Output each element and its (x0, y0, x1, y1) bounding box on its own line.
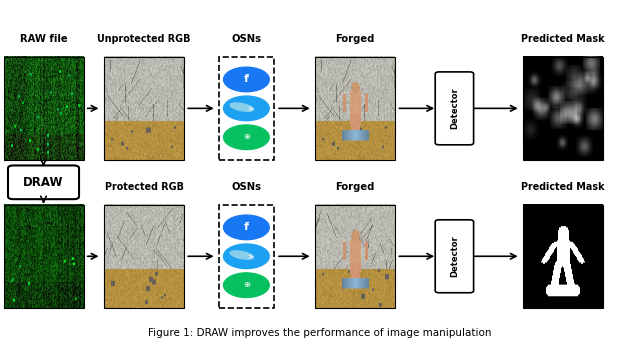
Text: Protected RGB: Protected RGB (104, 182, 184, 192)
Circle shape (229, 99, 264, 118)
Bar (4, 57, 84, 160)
Text: 𝕏: 𝕏 (243, 103, 250, 112)
Circle shape (229, 247, 264, 266)
Circle shape (223, 273, 269, 298)
Ellipse shape (230, 103, 253, 111)
Circle shape (223, 96, 269, 121)
FancyBboxPatch shape (435, 72, 474, 145)
Circle shape (223, 215, 269, 240)
FancyBboxPatch shape (435, 220, 474, 293)
Bar (219, 205, 274, 308)
Text: Forged: Forged (335, 182, 375, 192)
Text: ⊕: ⊕ (243, 132, 250, 141)
Text: OSNs: OSNs (232, 182, 261, 192)
Text: f: f (244, 222, 249, 233)
Bar (104, 57, 184, 160)
Bar (104, 205, 184, 308)
Text: Predicted Mask: Predicted Mask (522, 182, 605, 192)
Bar (524, 205, 604, 308)
Text: Forged: Forged (335, 34, 375, 44)
Text: >: > (247, 255, 253, 260)
Text: >: > (247, 107, 253, 112)
Text: f: f (244, 74, 249, 85)
Text: OSNs: OSNs (232, 34, 261, 44)
Bar (4, 205, 84, 308)
Text: RAW file: RAW file (20, 34, 67, 44)
Bar (316, 57, 396, 160)
Circle shape (223, 125, 269, 150)
Text: ⊕: ⊕ (243, 280, 250, 289)
Circle shape (223, 244, 269, 269)
Bar (316, 205, 396, 308)
Text: Detector: Detector (450, 87, 459, 129)
Text: Detector: Detector (450, 235, 459, 277)
FancyBboxPatch shape (8, 165, 79, 199)
Circle shape (223, 67, 269, 92)
Ellipse shape (230, 251, 253, 259)
Bar (524, 57, 604, 160)
Text: 𝕏: 𝕏 (243, 251, 250, 260)
Text: DRAW: DRAW (23, 176, 64, 189)
Text: Predicted Mask: Predicted Mask (522, 34, 605, 44)
Text: Figure 1: DRAW improves the performance of image manipulation: Figure 1: DRAW improves the performance … (148, 328, 492, 338)
Text: Unprotected RGB: Unprotected RGB (97, 34, 191, 44)
Bar (219, 57, 274, 160)
